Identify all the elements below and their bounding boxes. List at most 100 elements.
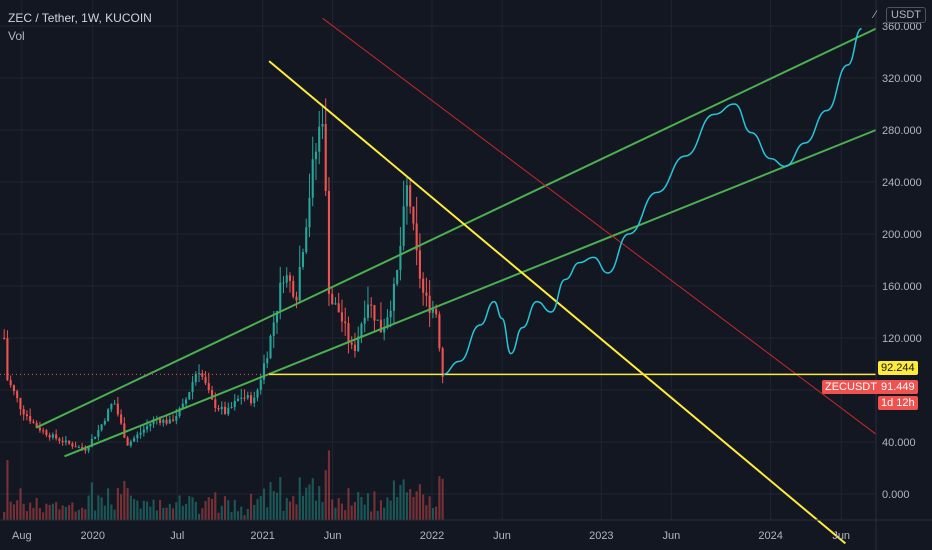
- candle-body: [204, 376, 207, 384]
- candle-body: [159, 418, 162, 423]
- x-tick-label: 2022: [420, 530, 444, 542]
- y-tick-label: 0.000: [882, 489, 910, 501]
- time-axis[interactable]: Aug 2020 Jul 2021 Jun 2022 Jun 2023 Jun 2024 Jun: [0, 519, 932, 542]
- volume-bar: [275, 492, 279, 520]
- x-tick-label: Jun: [324, 530, 342, 542]
- candle-body: [285, 275, 288, 283]
- volume-bar: [331, 499, 334, 520]
- volume-bar: [360, 496, 363, 520]
- candle-body: [379, 319, 382, 333]
- volume-bar: [25, 511, 28, 520]
- price-axis[interactable]: 0.00040.00080.000120.000160.000200.00024…: [875, 0, 922, 550]
- candle-body: [185, 399, 188, 404]
- candle-body: [298, 266, 301, 301]
- volume-bar: [197, 513, 201, 520]
- candle-body: [103, 420, 106, 425]
- volume-bar: [249, 493, 253, 520]
- candle-body: [42, 430, 45, 432]
- candle-body: [357, 336, 360, 351]
- volume-bar: [279, 477, 282, 520]
- volume-bar: [409, 489, 412, 520]
- volume-bar: [107, 488, 110, 520]
- candle-body: [376, 319, 379, 321]
- candle-body: [353, 344, 357, 351]
- candle-body: [308, 197, 311, 228]
- volume-bar: [168, 503, 171, 520]
- volume-bar: [337, 498, 340, 520]
- candle-body: [389, 310, 392, 318]
- volume-indicator-label[interactable]: Vol: [8, 29, 25, 43]
- candle-body: [236, 398, 240, 401]
- volume-bar: [110, 504, 113, 520]
- volume-bar: [94, 510, 97, 520]
- symbol-title[interactable]: ZEC / Tether, 1W, KUCOIN: [8, 11, 152, 25]
- candle-body: [243, 397, 246, 399]
- volume-bar: [272, 491, 275, 520]
- volume-bar: [308, 484, 311, 520]
- candle-body: [77, 447, 80, 449]
- volume-bar: [240, 506, 243, 520]
- volume-bar: [402, 479, 405, 520]
- volume-bar: [116, 487, 119, 520]
- candle-body: [19, 398, 22, 410]
- volume-bar: [12, 504, 15, 520]
- volume-bar: [97, 495, 100, 520]
- candle-body: [253, 397, 256, 404]
- volume-bar: [431, 507, 434, 520]
- volume-bar: [243, 515, 246, 520]
- volume-bar: [269, 482, 272, 520]
- volume-bar: [376, 510, 379, 520]
- volume-bar: [32, 507, 35, 520]
- drawing-lines[interactable]: [0, 17, 877, 545]
- projection-path: [442, 27, 863, 376]
- volume-bar: [165, 507, 168, 520]
- volume-bar: [266, 507, 269, 520]
- candle-body: [38, 427, 41, 431]
- volume-bar: [103, 505, 106, 520]
- candle-body: [327, 191, 331, 294]
- candle-body: [178, 408, 181, 417]
- candle-body: [295, 296, 298, 301]
- candle-body: [48, 435, 51, 438]
- y-tick-label: 240.000: [882, 177, 922, 189]
- currency-unit-button[interactable]: USDT: [886, 7, 926, 23]
- candle-body: [350, 342, 353, 345]
- candle-body: [360, 323, 363, 337]
- volume-bar: [142, 500, 145, 520]
- candle-body: [188, 392, 191, 400]
- volume-bar: [207, 497, 210, 520]
- volume-bar: [81, 507, 84, 520]
- bar-countdown-tag: 1d 12h: [878, 396, 918, 410]
- volume-bar: [90, 482, 93, 520]
- y-tick-label: 360.000: [882, 21, 922, 33]
- volume-bar: [48, 504, 51, 520]
- volume-bar: [357, 492, 360, 520]
- volume-bar: [259, 496, 262, 520]
- channel-upper-line: [35, 27, 877, 429]
- candle-body: [279, 282, 282, 311]
- candle-body: [301, 252, 305, 267]
- candle-body: [240, 397, 243, 399]
- x-tick-label: 2023: [589, 530, 613, 542]
- volume-bar: [191, 497, 194, 520]
- volume-bar: [87, 495, 90, 520]
- candle-body: [3, 338, 6, 339]
- volume-bar: [350, 505, 353, 520]
- x-tick-label: Aug: [12, 530, 32, 542]
- candle-body: [107, 409, 110, 421]
- volume-bar: [214, 492, 217, 520]
- volume-bar: [438, 476, 441, 520]
- candle-body: [441, 348, 444, 377]
- candle-body: [366, 304, 369, 318]
- volume-bar: [230, 511, 233, 520]
- volume-bar: [223, 496, 227, 520]
- volume-bar: [139, 508, 142, 520]
- candle-body: [25, 414, 28, 417]
- volume-bar: [22, 503, 25, 520]
- volume-bar: [405, 492, 408, 520]
- volume-bar: [399, 484, 402, 520]
- candle-body: [123, 423, 126, 438]
- volume-bar: [353, 502, 357, 520]
